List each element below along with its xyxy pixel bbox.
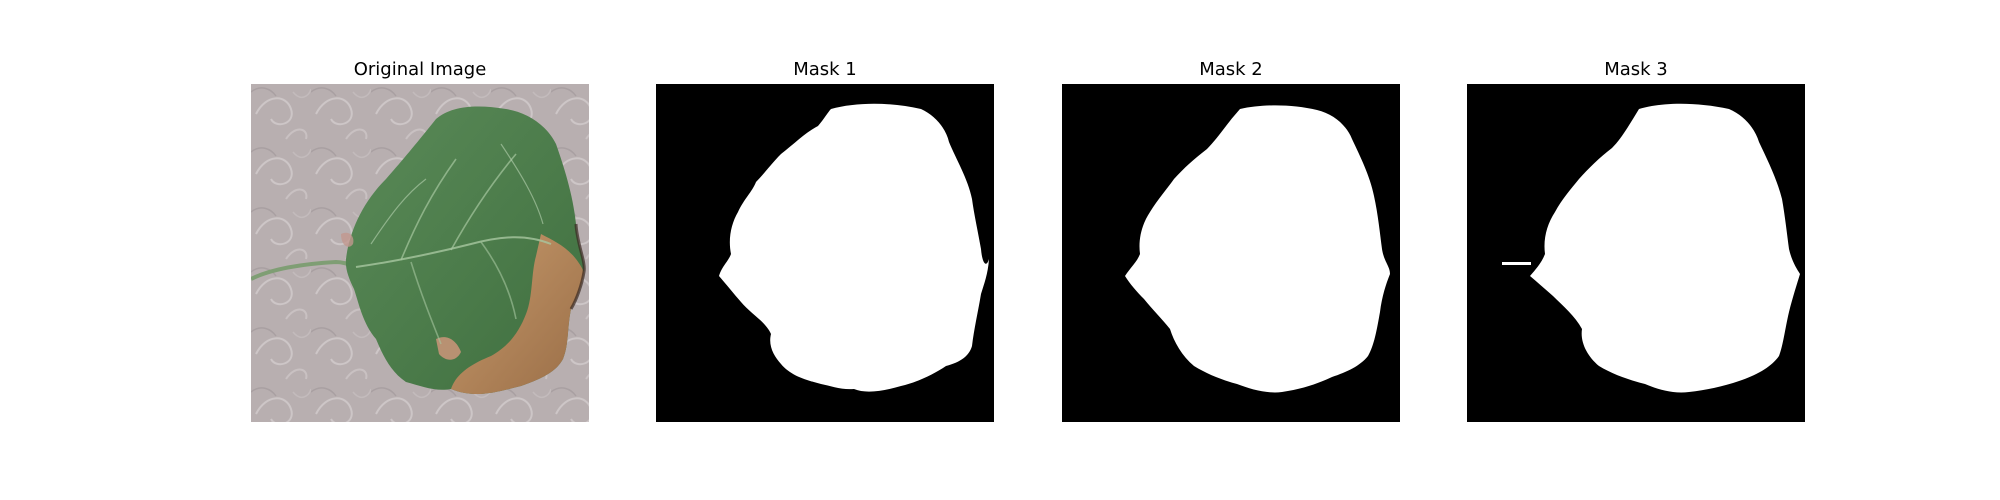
panel-title-mask-2: Mask 2: [1199, 59, 1263, 80]
mask-3-image: [1467, 84, 1805, 422]
mask-3-panel: Mask 3: [1467, 0, 1805, 500]
panel-title-mask-1: Mask 1: [793, 59, 857, 80]
mask-1-panel: Mask 1: [656, 0, 994, 500]
mask-1-image: [656, 84, 994, 422]
original-leaf-image: [251, 84, 589, 422]
mask-2-image: [1062, 84, 1400, 422]
original-image-panel: Original Image: [251, 0, 589, 500]
panel-title-original-image: Original Image: [353, 59, 487, 80]
panel-title-mask-3: Mask 3: [1604, 59, 1668, 80]
mask-2-panel: Mask 2: [1062, 0, 1400, 500]
